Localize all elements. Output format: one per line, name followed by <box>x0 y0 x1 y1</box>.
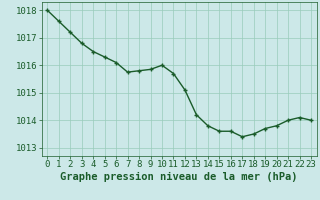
X-axis label: Graphe pression niveau de la mer (hPa): Graphe pression niveau de la mer (hPa) <box>60 172 298 182</box>
